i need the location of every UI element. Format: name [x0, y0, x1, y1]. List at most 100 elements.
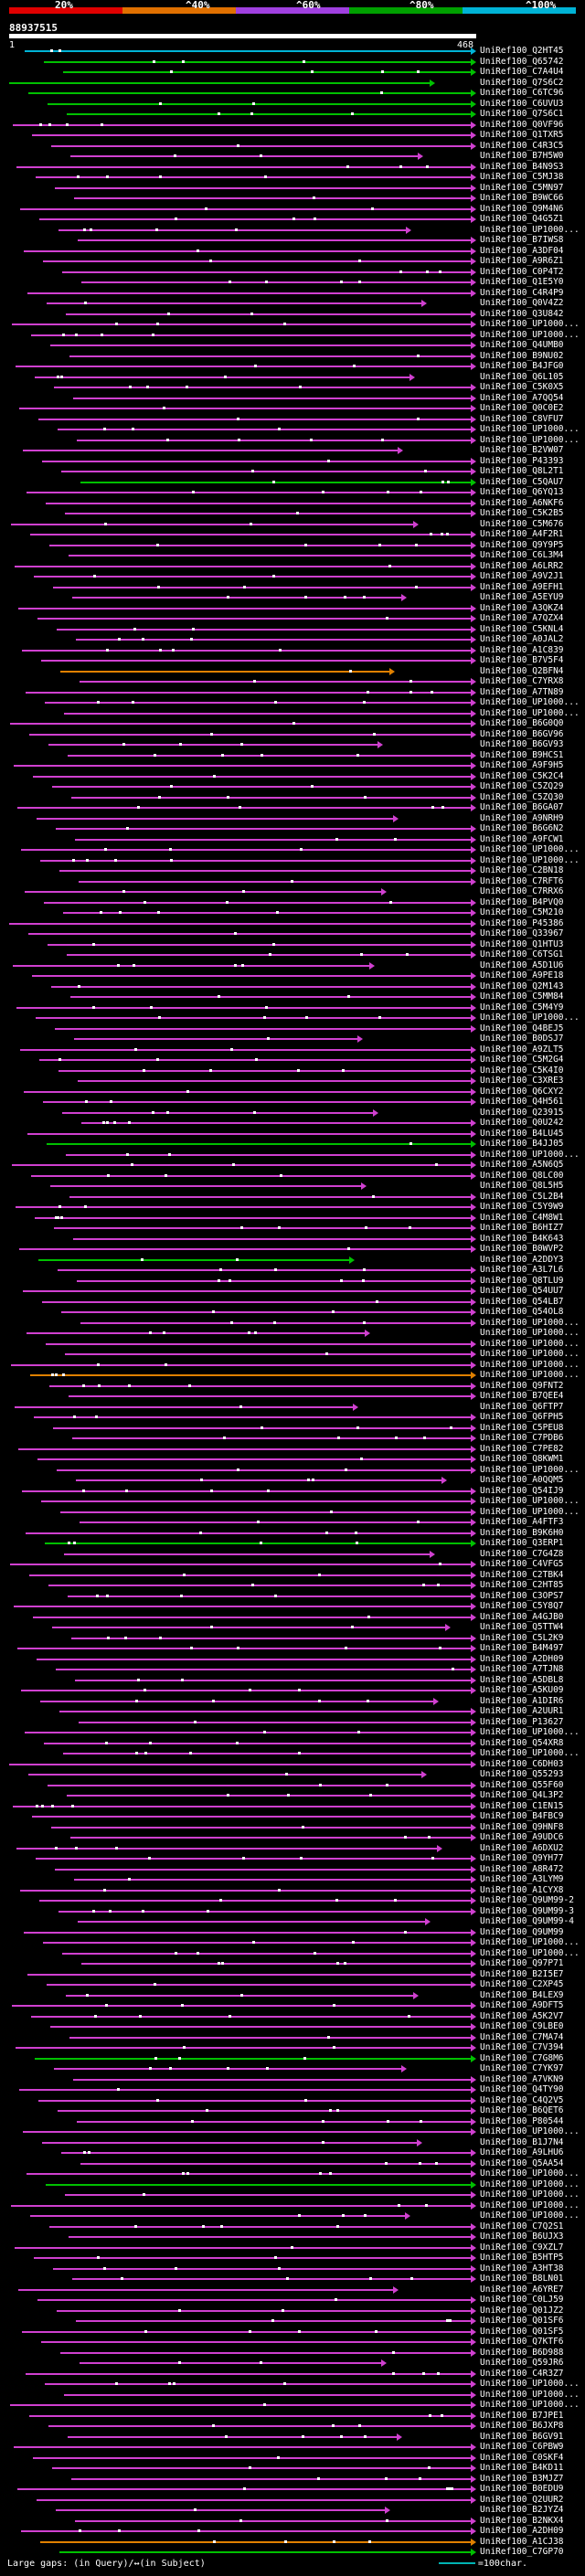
- hit-label[interactable]: UniRef100_C7MA74: [480, 2031, 564, 2042]
- alignment-row[interactable]: UniRef100_P80544: [0, 2116, 585, 2127]
- alignment-row[interactable]: UniRef100_Q55F60: [0, 1780, 585, 1791]
- hit-label[interactable]: UniRef100_Q9UM99: [480, 1926, 564, 1937]
- alignment-row[interactable]: UniRef100_Q01JZ2: [0, 2306, 585, 2316]
- alignment-row[interactable]: UniRef100_B6HIZ7: [0, 1223, 585, 1234]
- hit-label[interactable]: UniRef100_UP1000...: [480, 2168, 580, 2178]
- alignment-row[interactable]: UniRef100_Q8LC00: [0, 1171, 585, 1182]
- alignment-row[interactable]: UniRef100_Q9M4N6: [0, 204, 585, 215]
- hit-label[interactable]: UniRef100_Q9Y9P5: [480, 539, 564, 550]
- hit-label[interactable]: UniRef100_C1EN15: [480, 1800, 564, 1811]
- hit-label[interactable]: UniRef100_B4JFG0: [480, 361, 564, 371]
- hit-label[interactable]: UniRef100_B2JYZ4: [480, 2505, 564, 2515]
- hit-label[interactable]: UniRef100_UP1000...: [480, 1937, 580, 1947]
- hit-label[interactable]: UniRef100_UP1000...: [480, 854, 580, 865]
- alignment-row[interactable]: UniRef100_B9NU02: [0, 351, 585, 362]
- alignment-row[interactable]: UniRef100_B6GV93: [0, 739, 585, 750]
- hit-label[interactable]: UniRef100_C5M676: [480, 518, 564, 529]
- hit-label[interactable]: UniRef100_B7JPE1: [480, 2410, 564, 2421]
- alignment-row[interactable]: UniRef100_Q8L5H5: [0, 1181, 585, 1192]
- hit-label[interactable]: UniRef100_B5HTP5: [480, 2253, 564, 2263]
- alignment-row[interactable]: UniRef100_A5N6Q5: [0, 1160, 585, 1171]
- hit-label[interactable]: UniRef100_C5M2G4: [480, 1055, 564, 1065]
- alignment-row[interactable]: UniRef100_Q7S6C1: [0, 109, 585, 120]
- hit-label[interactable]: UniRef100_Q4L3P2: [480, 1790, 564, 1800]
- alignment-row[interactable]: UniRef100_C7V394: [0, 2042, 585, 2053]
- hit-label[interactable]: UniRef100_B6GV93: [480, 739, 564, 749]
- alignment-row[interactable]: UniRef100_A5KU09: [0, 1685, 585, 1696]
- alignment-row[interactable]: UniRef100_C0LJ59: [0, 2295, 585, 2306]
- hit-label[interactable]: UniRef100_C5K0X5: [480, 382, 564, 392]
- alignment-row[interactable]: UniRef100_UP1000...: [0, 2126, 585, 2137]
- alignment-row[interactable]: UniRef100_B9WC66: [0, 193, 585, 204]
- hit-label[interactable]: UniRef100_Q9M4N6: [480, 203, 564, 214]
- hit-label[interactable]: UniRef100_A1CYX8: [480, 1884, 564, 1895]
- alignment-row[interactable]: UniRef100_Q65742: [0, 57, 585, 68]
- alignment-row[interactable]: UniRef100_Q9HNF8: [0, 1822, 585, 1833]
- hit-label[interactable]: UniRef100_A3QKZ4: [480, 602, 564, 613]
- hit-label[interactable]: UniRef100_Q9UM99-3: [480, 1905, 574, 1916]
- hit-label[interactable]: UniRef100_Q54LB7: [480, 1296, 564, 1307]
- alignment-row[interactable]: UniRef100_C8VFU7: [0, 414, 585, 425]
- hit-label[interactable]: UniRef100_A1DIR6: [480, 1695, 564, 1706]
- hit-label[interactable]: UniRef100_C7G8M6: [480, 2052, 564, 2063]
- alignment-row[interactable]: UniRef100_Q33967: [0, 928, 585, 939]
- alignment-row[interactable]: UniRef100_A6YRE7: [0, 2284, 585, 2295]
- hit-label[interactable]: UniRef100_P45386: [480, 917, 564, 928]
- alignment-row[interactable]: UniRef100_Q6FTP7: [0, 1402, 585, 1413]
- hit-label[interactable]: UniRef100_C3XRE3: [480, 1076, 564, 1086]
- alignment-row[interactable]: UniRef100_C4M8W1: [0, 1213, 585, 1224]
- alignment-row[interactable]: UniRef100_A1C839: [0, 645, 585, 656]
- alignment-row[interactable]: UniRef100_Q5TTW4: [0, 1622, 585, 1633]
- alignment-row[interactable]: UniRef100_UP1000...: [0, 708, 585, 719]
- alignment-row[interactable]: UniRef100_A0JAL2: [0, 634, 585, 645]
- hit-label[interactable]: UniRef100_C5M210: [480, 907, 564, 917]
- alignment-row[interactable]: UniRef100_B8LN01: [0, 2274, 585, 2284]
- alignment-row[interactable]: UniRef100_Q1E5Y0: [0, 277, 585, 288]
- alignment-row[interactable]: UniRef100_B0EDU9: [0, 2484, 585, 2495]
- alignment-row[interactable]: UniRef100_A1CYX8: [0, 1885, 585, 1896]
- hit-label[interactable]: UniRef100_C7Q2S1: [480, 2221, 564, 2231]
- alignment-row[interactable]: UniRef100_C5K2B5: [0, 508, 585, 519]
- alignment-row[interactable]: UniRef100_C7GP70: [0, 2547, 585, 2558]
- alignment-row[interactable]: UniRef100_Q6CXY2: [0, 1087, 585, 1097]
- alignment-row[interactable]: UniRef100_C0SKF4: [0, 2453, 585, 2464]
- alignment-row[interactable]: UniRef100_B4PVQ0: [0, 897, 585, 908]
- alignment-row[interactable]: UniRef100_Q9UM99-2: [0, 1895, 585, 1906]
- alignment-row[interactable]: UniRef100_C7MA74: [0, 2032, 585, 2043]
- hit-label[interactable]: UniRef100_Q1E5Y0: [480, 277, 564, 287]
- alignment-row[interactable]: UniRef100_Q6L105: [0, 372, 585, 383]
- alignment-row[interactable]: UniRef100_C5L2K9: [0, 1633, 585, 1644]
- alignment-row[interactable]: UniRef100_A9NRH9: [0, 813, 585, 824]
- alignment-row[interactable]: UniRef100_Q2UUR2: [0, 2495, 585, 2506]
- alignment-row[interactable]: UniRef100_A9EFH1: [0, 582, 585, 593]
- alignment-row[interactable]: UniRef100_C2XP45: [0, 1979, 585, 1990]
- hit-label[interactable]: UniRef100_A2DDY3: [480, 1254, 564, 1265]
- hit-label[interactable]: UniRef100_UP1000...: [480, 329, 580, 340]
- hit-label[interactable]: UniRef100_UP1000...: [480, 2389, 580, 2400]
- alignment-row[interactable]: UniRef100_UP1000...: [0, 319, 585, 330]
- alignment-row[interactable]: UniRef100_Q4TY90: [0, 2084, 585, 2095]
- hit-label[interactable]: UniRef100_B9HCS1: [480, 749, 564, 760]
- alignment-row[interactable]: UniRef100_B4JJ05: [0, 1139, 585, 1150]
- alignment-row[interactable]: UniRef100_B0DSJ7: [0, 1034, 585, 1044]
- hit-label[interactable]: UniRef100_B7H5W0: [480, 151, 564, 161]
- hit-label[interactable]: UniRef100_Q7KTF6: [480, 2337, 564, 2347]
- alignment-row[interactable]: UniRef100_C5M2G4: [0, 1055, 585, 1065]
- alignment-row[interactable]: UniRef100_C6PBW9: [0, 2442, 585, 2453]
- alignment-row[interactable]: UniRef100_Q9UM99: [0, 1927, 585, 1938]
- hit-label[interactable]: UniRef100_Q0VF96: [480, 119, 564, 130]
- hit-label[interactable]: UniRef100_C5QAU7: [480, 476, 564, 487]
- alignment-row[interactable]: UniRef100_C5K2C4: [0, 771, 585, 782]
- alignment-row[interactable]: UniRef100_C3OPS7: [0, 1591, 585, 1602]
- hit-label[interactable]: UniRef100_B8LN01: [480, 2274, 564, 2284]
- alignment-row[interactable]: UniRef100_A2DH09: [0, 1654, 585, 1665]
- alignment-row[interactable]: UniRef100_A7TN89: [0, 687, 585, 698]
- hit-label[interactable]: UniRef100_C7PE82: [480, 1443, 564, 1454]
- hit-label[interactable]: UniRef100_C4R3Z7: [480, 2368, 564, 2379]
- hit-label[interactable]: UniRef100_A8R472: [480, 1863, 564, 1874]
- hit-label[interactable]: UniRef100_Q5TTW4: [480, 1622, 564, 1632]
- hit-label[interactable]: UniRef100_Q4BEJ5: [480, 1023, 564, 1034]
- alignment-row[interactable]: UniRef100_A9LHU6: [0, 2147, 585, 2158]
- hit-label[interactable]: UniRef100_A7TN89: [480, 686, 564, 697]
- alignment-row[interactable]: UniRef100_UP1000...: [0, 2400, 585, 2411]
